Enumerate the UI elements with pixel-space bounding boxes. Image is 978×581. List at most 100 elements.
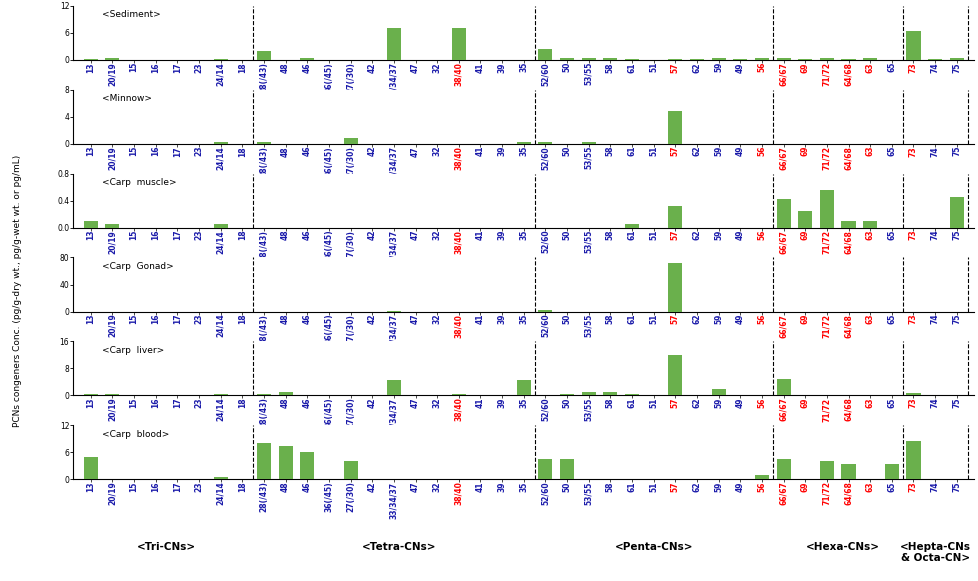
Text: 49: 49 [735,482,744,492]
Bar [386,380,400,396]
Text: 75: 75 [952,482,960,492]
Text: 48: 48 [281,146,289,157]
Text: 32: 32 [432,146,441,156]
Text: 39: 39 [497,230,506,241]
Text: 15: 15 [129,314,139,324]
Text: 23: 23 [195,62,203,73]
Bar [256,142,271,144]
Text: 42: 42 [368,230,377,241]
Text: 59: 59 [713,482,723,492]
Text: 13: 13 [86,230,95,241]
Bar [451,28,466,60]
Text: 61: 61 [627,314,636,324]
Text: 48: 48 [281,230,289,241]
Text: 38/40: 38/40 [454,230,463,254]
Text: 36(/45): 36(/45) [324,146,333,177]
Text: 13: 13 [86,146,95,156]
Text: 41: 41 [475,482,484,492]
Text: <Minnow>: <Minnow> [102,94,152,103]
Text: 49: 49 [735,146,744,156]
Text: 33/34/37: 33/34/37 [389,146,398,183]
Text: 13: 13 [86,314,95,324]
Text: 59: 59 [713,397,723,408]
Bar [516,142,530,144]
Text: 47: 47 [411,397,420,408]
Text: 57: 57 [670,482,679,492]
Bar [906,31,919,60]
Text: 57: 57 [670,146,679,156]
Text: 74: 74 [930,230,939,241]
Bar [949,58,962,60]
Bar [581,58,596,60]
Text: 74: 74 [930,482,939,492]
Text: 46: 46 [302,314,311,324]
Text: 32: 32 [432,62,441,73]
Bar [754,58,768,60]
Text: 59: 59 [713,314,723,324]
Text: 41: 41 [475,230,484,241]
Text: 64/68: 64/68 [843,230,852,254]
Text: 36(/45): 36(/45) [324,230,333,260]
Text: 36(/45): 36(/45) [324,62,333,93]
Text: 42: 42 [368,62,377,73]
Text: <Sediment>: <Sediment> [102,10,160,19]
Text: 13: 13 [86,397,95,408]
Bar [538,310,552,311]
Bar [668,355,682,396]
Text: 71/72: 71/72 [822,397,830,422]
Text: 27(/30): 27(/30) [345,397,355,428]
Text: 35: 35 [518,482,528,492]
Text: 74: 74 [930,314,939,324]
Bar [256,443,271,479]
Bar [256,51,271,60]
Text: 35: 35 [518,146,528,156]
Bar [906,441,919,479]
Text: 33/34/37: 33/34/37 [389,314,398,351]
Text: 63: 63 [865,397,873,408]
Text: 17: 17 [173,146,182,157]
Text: 42: 42 [368,482,377,492]
Text: 17: 17 [173,482,182,492]
Text: 36(/45): 36(/45) [324,482,333,512]
Text: 63: 63 [865,314,873,324]
Text: <Carp  blood>: <Carp blood> [102,429,169,439]
Text: 75: 75 [952,146,960,156]
Text: 65: 65 [886,482,896,492]
Text: 61: 61 [627,482,636,492]
Text: 46: 46 [302,397,311,408]
Bar [841,464,855,479]
Text: 57: 57 [670,230,679,241]
Bar [538,49,552,60]
Bar [581,142,596,144]
Text: 50: 50 [562,482,571,492]
Text: 52/60: 52/60 [541,482,550,505]
Text: 51: 51 [648,62,657,73]
Bar [863,221,876,228]
Text: 53/55: 53/55 [584,482,593,505]
Text: 23: 23 [195,482,203,492]
Text: 28(/43): 28(/43) [259,146,268,177]
Text: 56: 56 [757,482,766,492]
Text: 53/55: 53/55 [584,62,593,85]
Text: 27(/30): 27(/30) [345,482,355,512]
Text: 35: 35 [518,62,528,73]
Text: 53/55: 53/55 [584,230,593,253]
Text: 50: 50 [562,397,571,408]
Bar [279,446,292,479]
Bar [668,206,682,228]
Text: 42: 42 [368,314,377,324]
Bar [819,461,833,479]
Text: 53/55: 53/55 [584,146,593,169]
Text: 38/40: 38/40 [454,397,463,421]
Bar [863,58,876,60]
Text: 62: 62 [691,146,701,156]
Text: 57: 57 [670,397,679,408]
Text: 73: 73 [908,62,917,73]
Bar [624,224,639,228]
Text: 64/68: 64/68 [843,397,852,421]
Text: 18: 18 [238,397,246,408]
Text: 66/67: 66/67 [778,314,787,338]
Text: 35: 35 [518,397,528,408]
Text: 52/60: 52/60 [541,62,550,86]
Text: PCNs congeners Conc. (pg/g-dry wt., pg/g-wet wt. or pg/mL): PCNs congeners Conc. (pg/g-dry wt., pg/g… [13,155,22,426]
